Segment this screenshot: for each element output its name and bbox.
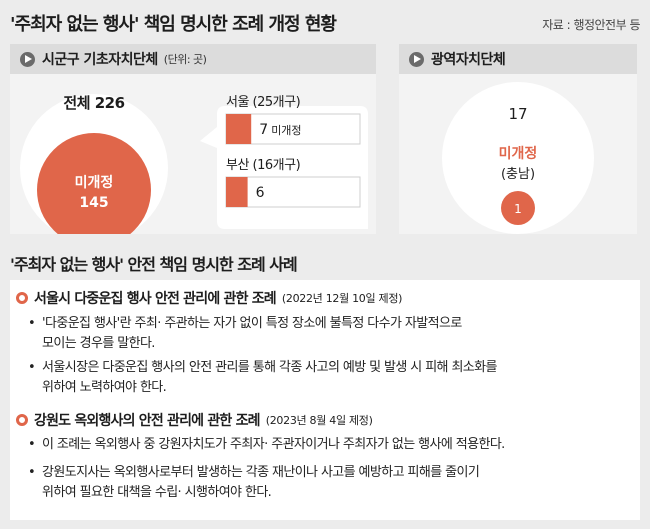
- play-icon: [20, 51, 35, 67]
- metro-total-value: 17: [508, 105, 527, 123]
- metro-gov-chart: 17 미개정 (충남) 1: [442, 82, 594, 234]
- case-date: (2022년 12월 10일 제정): [281, 292, 403, 305]
- page-title: '주최자 없는 행사' 책임 명시한 조례 개정 현황: [10, 14, 337, 35]
- case-date: (2023년 8월 4일 제정): [265, 414, 373, 427]
- unrevised-label: 미개정: [75, 174, 114, 191]
- list-item-text: 서울시장은 다중운집 행사의 안전 관리를 통해 각종 사고의 예방 및 발생 …: [42, 360, 497, 395]
- region-bar: [226, 114, 252, 144]
- metro-total-circle: [442, 82, 594, 234]
- region-bar-suffix: 미개정: [271, 124, 301, 137]
- case-heading: 서울시 다중운집 행사 안전 관리에 관한 조례 (2022년 12월 10일 …: [16, 288, 402, 308]
- metro-gov-header: 광역자치단체: [399, 44, 637, 74]
- list-item: • 강원도지사는 옥외행사로부터 발생하는 각종 재난이나 사고를 예방하고 피…: [28, 463, 628, 503]
- unrevised-value: 145: [79, 195, 108, 211]
- list-item: • 이 조례는 옥외행사 중 강원자치도가 주최자· 주관자이거나 주최자가 없…: [28, 435, 628, 455]
- metro-unrevised-circle: [501, 191, 535, 225]
- basic-local-gov-heading: 시군구 기초자치단체: [42, 52, 158, 68]
- list-item-text: 이 조례는 옥외행사 중 강원자치도가 주최자· 주관자이거나 주최자가 없는 …: [42, 437, 505, 452]
- metro-unrevised-region: (충남): [501, 167, 535, 182]
- list-item: • 서울시장은 다중운집 행사의 안전 관리를 통해 각종 사고의 예방 및 발…: [28, 358, 628, 398]
- basic-local-gov-header: 시군구 기초자치단체 (단위: 곳): [10, 44, 376, 74]
- bullet-dot: •: [28, 465, 36, 480]
- case-heading: 강원도 옥외행사의 안전 관리에 관한 조례 (2023년 8월 4일 제정): [16, 410, 373, 430]
- bullet-dot: •: [28, 360, 36, 375]
- region-bar-value: 6: [256, 185, 265, 201]
- list-item-text: 강원도지사는 옥외행사로부터 발생하는 각종 재난이나 사고를 예방하고 피해를…: [42, 465, 480, 500]
- bullet-dot: •: [28, 437, 36, 452]
- unrevised-circle: [37, 133, 151, 234]
- ring-bullet-icon: [16, 414, 28, 426]
- basic-local-gov-panel: 시군구 기초자치단체 (단위: 곳) 전체 226 미개정 145 서울 (25…: [10, 44, 376, 234]
- metro-gov-heading: 광역자치단체: [431, 52, 506, 68]
- metro-unrevised-label: 미개정: [499, 145, 538, 162]
- cases-title: '주최자 없는 행사' 안전 책임 명시한 조례 사례: [10, 255, 298, 274]
- list-item-text: '다중운집 행사'란 주최· 주관하는 자가 없이 특정 장소에 불특정 다수가…: [42, 316, 462, 351]
- bullet-dot: •: [28, 316, 36, 331]
- case-name: 강원도 옥외행사의 안전 관리에 관한 조례: [34, 413, 261, 429]
- region-label: 서울 (25개구): [226, 95, 300, 110]
- metro-gov-panel: 광역자치단체 17 미개정 (충남) 1: [399, 44, 637, 234]
- unit-label: (단위: 곳): [163, 53, 207, 66]
- ordinance-cases: 서울시 다중운집 행사 안전 관리에 관한 조례 (2022년 12월 10일 …: [10, 280, 640, 520]
- play-icon: [409, 51, 424, 67]
- total-label: 전체 226: [63, 94, 124, 112]
- region-bar-value: 7: [259, 122, 268, 138]
- region-bar: [226, 177, 248, 207]
- ring-bullet-icon: [16, 292, 28, 304]
- region-label: 부산 (16개구): [226, 158, 300, 173]
- list-item: • '다중운집 행사'란 주최· 주관하는 자가 없이 특정 장소에 불특정 다…: [28, 314, 628, 354]
- metro-unrevised-value: 1: [514, 202, 522, 216]
- case-name: 서울시 다중운집 행사 안전 관리에 관한 조례: [34, 291, 277, 307]
- source-note: 자료 : 행정안전부 등: [542, 18, 640, 32]
